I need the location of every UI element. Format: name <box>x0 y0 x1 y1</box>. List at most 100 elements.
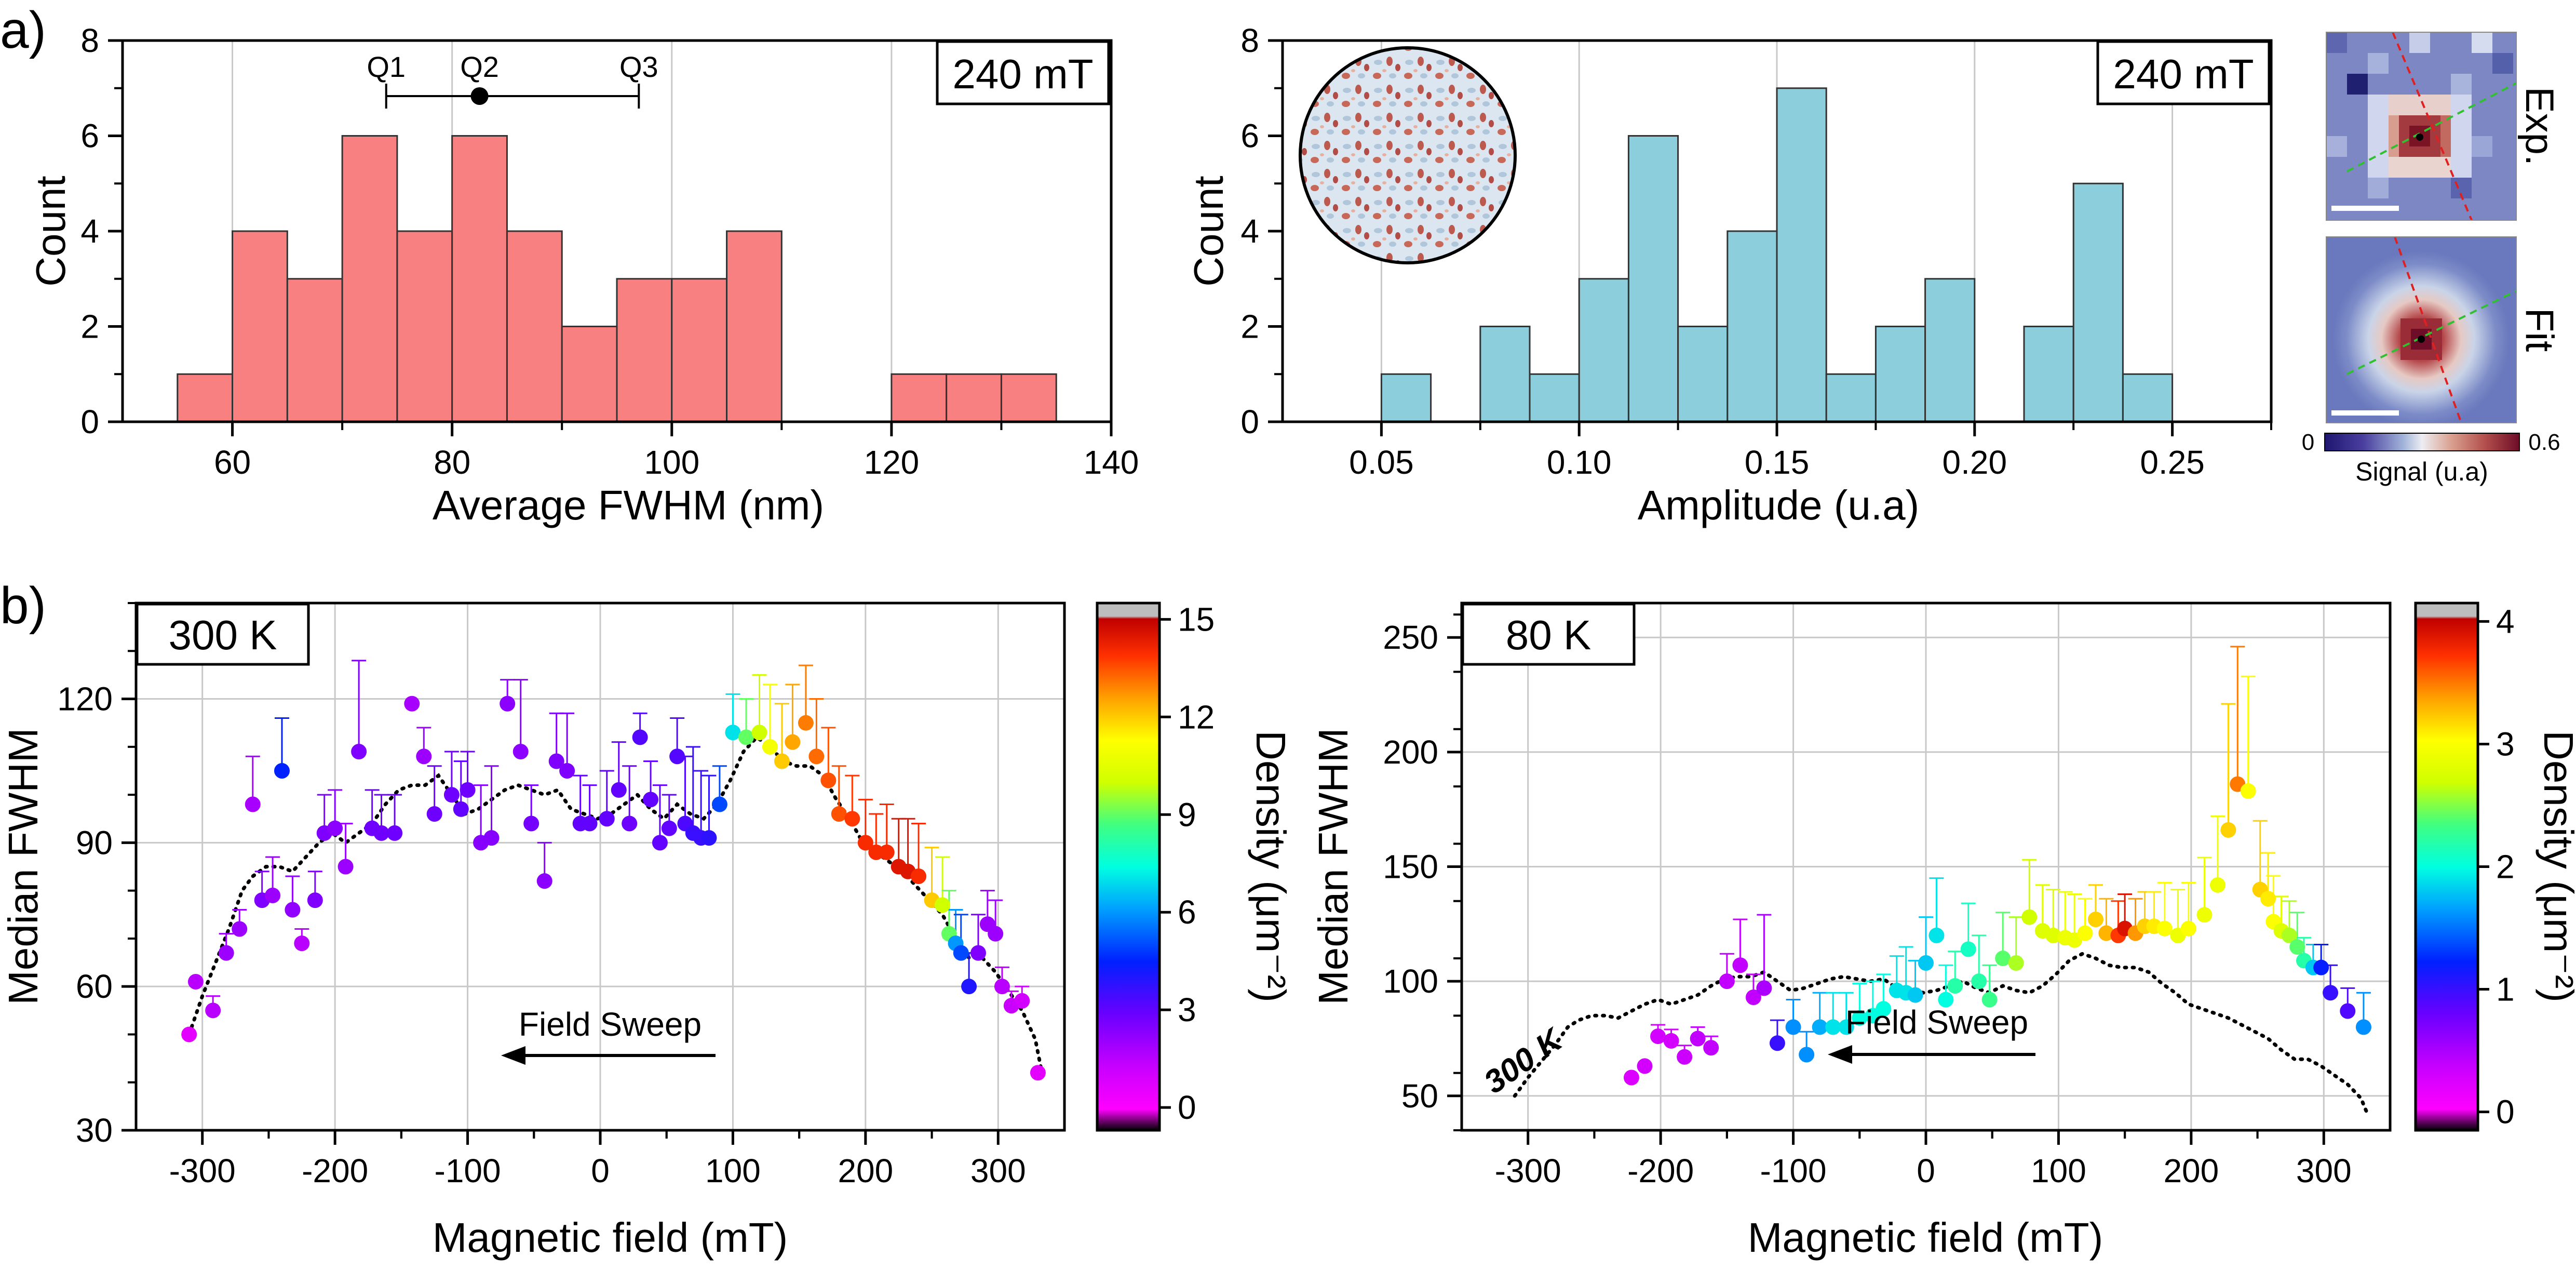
amp-hist-ticks: 0.05 0.10 0.15 0.20 0.25 0 2 4 6 8 <box>1240 22 2272 481</box>
amp-bar <box>1727 230 1778 423</box>
b300-ytick-label: 120 <box>57 680 113 718</box>
amp-x-axis-label: Amplitude (u.a) <box>1638 482 1919 528</box>
amp-bar <box>2023 326 2074 423</box>
b80-point <box>2323 985 2339 1001</box>
b80-point <box>1799 1047 1815 1063</box>
b300-annotation: Field Sweep <box>519 1006 702 1043</box>
amp-bar <box>1627 135 1679 423</box>
b300-point <box>879 844 895 860</box>
fwhm-ytick-label: 6 <box>80 117 99 155</box>
fwhm-field-label: 240 mT <box>952 51 1093 97</box>
fwhm-xtick-label: 100 <box>644 444 699 481</box>
b80-point <box>2260 891 2276 907</box>
b80-title: 80 K <box>1506 612 1592 658</box>
fwhm-y-axis-label: Count <box>28 176 74 286</box>
b300-xtick-label: 0 <box>591 1152 610 1189</box>
amp-bar <box>1825 373 1877 423</box>
amp-ytick-label: 8 <box>1240 22 1259 59</box>
b300-point <box>961 979 977 995</box>
b300-point <box>460 782 476 798</box>
fwhm-bar <box>1000 373 1057 423</box>
fwhm-hist-ticks: 60 80 100 120 140 0 2 4 6 8 <box>80 22 1139 481</box>
b80-xtick-label: 100 <box>2031 1152 2086 1189</box>
b80-point <box>1938 992 1954 1008</box>
fwhm-ytick-label: 8 <box>80 22 99 59</box>
b80-x-axis-label: Magnetic field (mT) <box>1748 1214 2103 1261</box>
b300-point <box>798 715 814 731</box>
b300-point <box>652 835 668 851</box>
b80-cbtick-label: 4 <box>2496 603 2515 640</box>
fwhm-bar <box>451 135 508 423</box>
amp-y-axis-label: Count <box>1185 176 1232 286</box>
b300-point <box>857 835 873 851</box>
b300-ticks: -300 -200 -100 0 100 200 300 30 60 90 120 <box>57 602 1026 1189</box>
b300-point <box>285 902 301 918</box>
b300-point <box>500 696 516 712</box>
b300-ytick-label: 90 <box>76 824 113 861</box>
b80-point <box>1928 927 1945 943</box>
b80-xtick-label: -300 <box>1495 1152 1561 1189</box>
b80-title-box <box>1461 603 1636 666</box>
b80-point <box>1769 1035 1785 1051</box>
b80-point <box>2077 925 2093 941</box>
b300-point <box>632 729 648 745</box>
b80-reference-curve <box>1513 952 2370 1116</box>
b300-point <box>774 753 790 769</box>
fwhm-histogram: 60 80 100 120 140 0 2 4 6 8 Q1 Q2 Q3 240 mT Average… <box>28 22 1139 528</box>
b80-point <box>2313 959 2329 975</box>
fwhm-ytick-label: 0 <box>80 403 99 440</box>
amp-bar <box>2122 373 2174 423</box>
b80-point <box>2087 912 2103 927</box>
quartile-label: Q1 <box>367 50 406 83</box>
b300-cbtick-label: 15 <box>1178 600 1215 638</box>
b300-point <box>548 753 564 769</box>
b80-point <box>2098 925 2114 941</box>
b300-ytick-label: 60 <box>76 968 113 1005</box>
fwhm-ytick-label: 2 <box>80 308 99 345</box>
fwhm-bar <box>341 135 398 423</box>
b80-point <box>2289 939 2305 955</box>
b80-xtick-label: 300 <box>2296 1152 2352 1189</box>
b80-point <box>1971 973 1987 990</box>
amp-ytick-label: 0 <box>1240 403 1259 440</box>
b80-xtick-label: -200 <box>1627 1152 1694 1189</box>
b80-point <box>2180 920 2196 937</box>
amp-bar <box>1874 326 1926 423</box>
fwhm-bar <box>177 373 234 423</box>
amp-field-label: 240 mT <box>2113 51 2254 97</box>
b80-xtick-label: -100 <box>1760 1152 1827 1189</box>
b80-point <box>2209 877 2226 893</box>
amp-xtick-label: 0.20 <box>1943 444 2007 481</box>
b80-ytick-label: 200 <box>1383 733 1438 771</box>
b300-points <box>181 696 1046 1081</box>
b300-point <box>404 696 420 712</box>
b300-point <box>205 1002 221 1019</box>
b80-grid <box>1462 603 2390 1130</box>
b300-point <box>1030 1065 1046 1081</box>
b300-point <box>725 725 741 741</box>
b80-cbtick-label: 0 <box>2496 1093 2515 1131</box>
fwhm-xtick-label: 80 <box>434 444 470 481</box>
b80-ytick-label: 150 <box>1383 848 1438 886</box>
amp-ytick-label: 2 <box>1240 308 1259 345</box>
signal-colorbar-label: Signal (u.a) <box>2355 457 2488 486</box>
b300-colorbar-ticks: 0 3 6 9 12 15 <box>1159 600 1215 1126</box>
exp-map-label: Exp. <box>2517 87 2561 166</box>
b300-point <box>351 744 367 760</box>
b300-point <box>181 1026 197 1042</box>
amp-field-box <box>2096 40 2271 105</box>
fwhm-xtick-label: 140 <box>1084 444 1139 481</box>
b80-xtick-label: 0 <box>1917 1152 1935 1189</box>
b300-ytick-label: 30 <box>76 1112 113 1149</box>
signal-colorbar-max: 0.6 <box>2528 430 2560 455</box>
amp-bar <box>2072 182 2124 423</box>
fwhm-bar <box>891 373 948 423</box>
amp-bar <box>1776 87 1827 423</box>
b300-colorbar-label: Density (μm⁻²) <box>1248 730 1294 1002</box>
b80-point <box>1637 1058 1653 1074</box>
b300-point <box>416 748 432 765</box>
quartile-median-dot <box>470 87 489 105</box>
b300-point <box>661 820 677 836</box>
b80-sweep-arrow <box>1828 1045 2035 1064</box>
b80-point <box>1745 990 1761 1006</box>
